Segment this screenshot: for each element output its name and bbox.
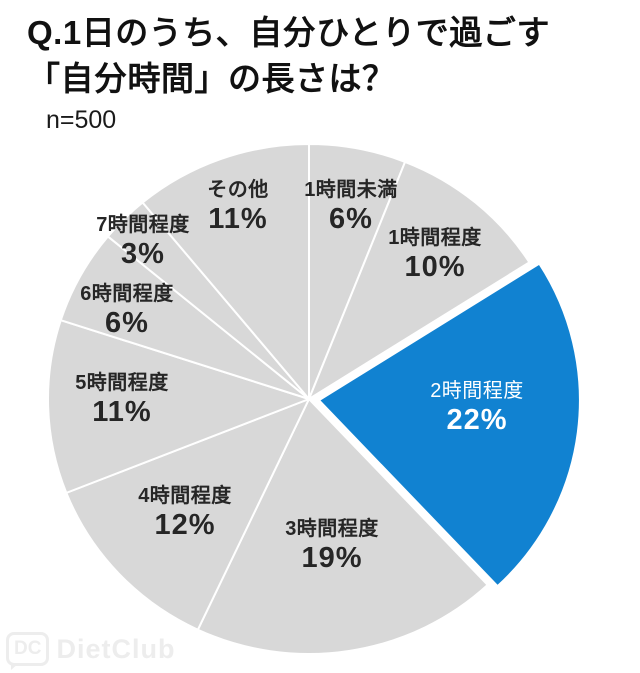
watermark: DC DietClub — [6, 632, 176, 670]
pie-slice-highlight — [317, 262, 581, 588]
sample-size-label: n=500 — [46, 106, 117, 134]
pie-slice — [65, 398, 310, 631]
dietclub-logo-icon: DC — [6, 632, 50, 670]
chart-title-line-2: 「自分時間」の長さは？ — [27, 60, 396, 97]
pie-slice — [308, 160, 531, 400]
chart-title-line-1: Q.1日のうち、自分ひとりで過ごす — [27, 14, 551, 51]
dietclub-brand-text: DietClub — [56, 633, 176, 664]
chart-title: Q.1日のうち、自分ひとりで過ごす 「自分時間」の長さは？ — [27, 10, 550, 102]
pie-slice — [196, 398, 489, 655]
pie-slice — [47, 319, 310, 494]
pie-slice — [141, 143, 310, 400]
